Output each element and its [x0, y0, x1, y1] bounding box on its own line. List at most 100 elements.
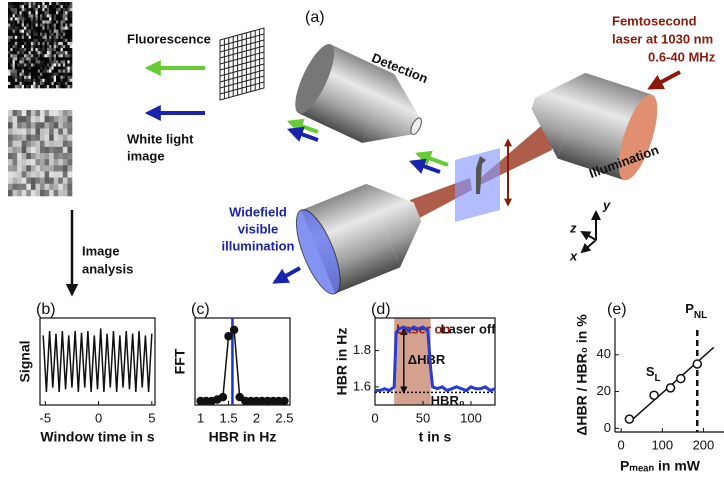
pixel [13, 30, 16, 33]
pixel [54, 122, 59, 128]
pixel [17, 122, 22, 128]
pixel [8, 153, 13, 159]
pixel [42, 79, 45, 82]
pixel [56, 33, 59, 36]
pixel [70, 48, 73, 51]
pixel [26, 14, 29, 17]
pixel [29, 5, 32, 8]
pixel [33, 70, 36, 73]
pixel [45, 159, 50, 165]
pixel [26, 63, 29, 66]
pixel [47, 17, 50, 20]
pixel [29, 67, 32, 70]
pixel [67, 17, 70, 20]
pixel [35, 116, 40, 122]
pixel [40, 153, 45, 159]
pixel [61, 85, 64, 88]
pixel [40, 79, 43, 82]
pixel [70, 60, 73, 63]
pixel [24, 30, 27, 33]
pixel [40, 116, 45, 122]
pixel [38, 79, 41, 82]
pixel [67, 128, 72, 134]
pixel [65, 2, 68, 5]
pixel [26, 27, 29, 30]
pixel [56, 30, 59, 33]
pixel [19, 45, 22, 48]
pixel [42, 36, 45, 39]
pixel [29, 51, 32, 54]
pixel [31, 76, 34, 79]
pixel [54, 11, 57, 14]
pixel [15, 63, 18, 66]
pixel [54, 2, 57, 5]
pixel [33, 5, 36, 8]
pixel [67, 48, 70, 51]
pixel [63, 5, 66, 8]
pixel [31, 24, 34, 27]
pixel [67, 82, 70, 85]
panel-label: (c) [191, 301, 210, 318]
pixel [47, 14, 50, 17]
axis-label: x [569, 248, 578, 263]
pixel [49, 76, 52, 79]
arrow [418, 154, 448, 165]
pixel [17, 60, 20, 63]
pixel [49, 5, 52, 8]
pixel [45, 116, 50, 122]
pixel [22, 42, 25, 45]
pixel [8, 165, 13, 171]
label-white-light: White light [127, 131, 194, 146]
pixel [40, 42, 43, 45]
pixel [26, 76, 29, 79]
pixel [58, 135, 63, 141]
pixel [58, 67, 61, 70]
pixel [26, 33, 29, 36]
pixel [61, 17, 64, 20]
pixel [63, 184, 68, 190]
pixel [13, 42, 16, 45]
pixel [31, 51, 34, 54]
pixel [51, 57, 54, 60]
pixel [31, 135, 36, 141]
pixel [13, 122, 18, 128]
pixel [13, 27, 16, 30]
pixel [15, 54, 18, 57]
pixel [61, 82, 64, 85]
pixel [56, 14, 59, 17]
pixel [67, 159, 72, 165]
reference-label: HBR₀ [431, 393, 465, 408]
detection-objective [288, 39, 436, 162]
pixel [49, 165, 54, 171]
pixel [47, 57, 50, 60]
pixel [35, 73, 38, 76]
pixel [38, 8, 41, 11]
pixel [49, 171, 54, 177]
pixel [49, 42, 52, 45]
pixel [54, 17, 57, 20]
pixel [19, 14, 22, 17]
pixel [70, 57, 73, 60]
pixel [35, 24, 38, 27]
pixel [61, 30, 64, 33]
pixel [54, 51, 57, 54]
pixel [31, 54, 34, 57]
pixel [35, 36, 38, 39]
pixel [19, 11, 22, 14]
pixel [56, 24, 59, 27]
pixel [56, 45, 59, 48]
pixel [15, 2, 18, 5]
pixel [31, 27, 34, 30]
pixel [45, 24, 48, 27]
pixel [31, 116, 36, 122]
pixel [33, 20, 36, 23]
pixel [35, 135, 40, 141]
pixel [17, 178, 22, 184]
pixel [63, 36, 66, 39]
axis-label: z [569, 220, 577, 235]
pixel [24, 73, 27, 76]
pixel [45, 60, 48, 63]
pixel [65, 60, 68, 63]
pixel [26, 45, 29, 48]
pixel [35, 165, 40, 171]
